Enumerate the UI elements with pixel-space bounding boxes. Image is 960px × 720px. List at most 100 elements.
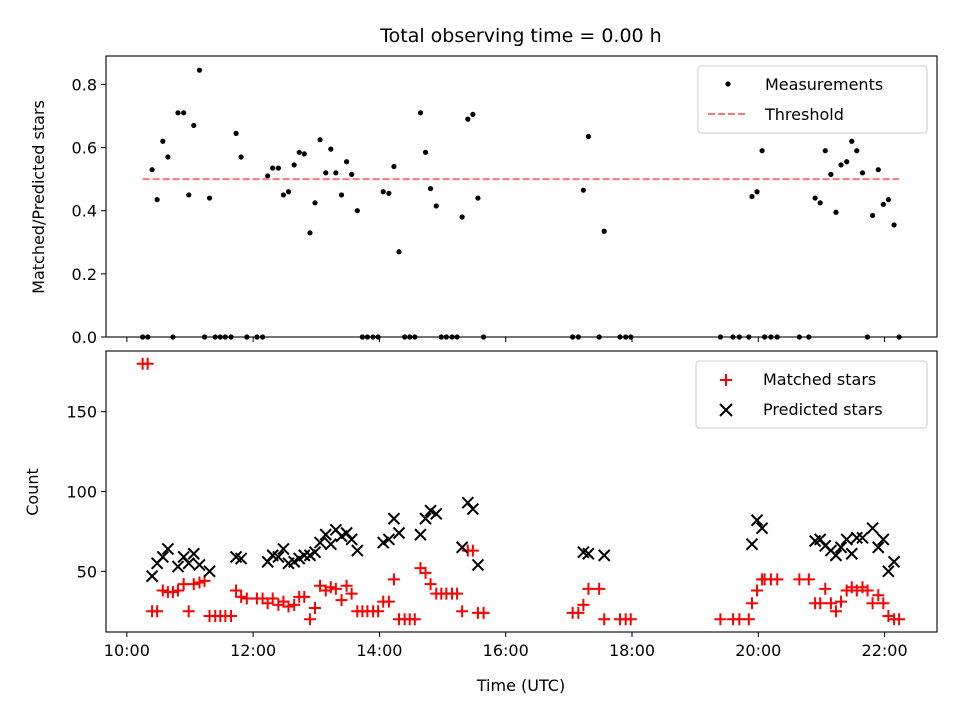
predicted-stars-point [745,537,759,551]
x-axis-label: Time (UTC) [476,676,565,695]
predicted-stars-point [582,547,595,560]
y-tick-label: 0.2 [72,265,97,284]
predicted-stars-point [234,552,248,565]
predicted-stars-point [750,514,764,527]
predicted-stars-point [882,565,895,578]
measurement-point [812,195,818,201]
predicted-stars-point [419,512,432,525]
measurement-point [885,197,891,203]
predicted-stars-point [872,541,885,554]
matched-stars-point [802,573,815,586]
matched-stars-point [329,582,342,595]
chart-title: Total observing time = 0.00 h [379,25,661,47]
predicted-stars-point [834,541,848,554]
measurement-point [459,214,465,220]
measurement-point [470,111,476,118]
measurement-point [206,195,213,201]
measurement-point [338,192,345,198]
measurement-point [386,190,392,196]
measurement-point [580,187,586,193]
matched-stars-point [824,597,837,610]
matched-stars-point [372,605,385,618]
measurement-point [186,192,192,198]
ratio-x-ticks [126,337,886,342]
matched-stars-point [714,613,727,626]
x-tick-label: 16:00 [483,641,529,660]
measurement-point [875,167,881,173]
count-panel: 50 100 150 10:00 12:00 14:00 16:00 18:00 20:00 2… [23,350,938,695]
matched-stars-point [572,606,585,619]
measurement-point [270,165,276,171]
matched-stars-point [177,578,190,591]
predicted-stars-point [308,545,322,559]
measurement-point [154,197,160,203]
matched-stars-point [266,592,279,605]
measurement-point [838,162,844,168]
measurement-point [380,189,386,195]
measurement-point [285,189,292,195]
matched-legend-marker [720,374,732,386]
matched-stars-point [345,587,358,600]
matched-stars-point [419,566,432,579]
matched-stars-point [225,610,238,623]
y-tick-label: 150 [66,403,97,422]
measurement-point [396,249,402,255]
matched-stars-point [303,613,316,626]
measurement-point [275,165,281,171]
measurement-point [427,186,434,192]
measurement-point [328,146,334,152]
predicted-stars-point [319,528,332,541]
measurement-point [301,151,307,157]
predicted-stars-point [755,522,769,535]
y-tick-label: 100 [66,483,97,502]
matched-stars-point [387,573,400,586]
matched-stars-point [235,590,248,603]
measurements-legend-label: Measurements [765,75,883,94]
measurement-point [349,171,355,177]
predicted-stars-point [193,558,206,572]
matched-stars-point [156,584,169,597]
measurement-point [759,148,765,154]
predicted-stars-point [298,549,311,562]
matched-stars-point [187,578,200,591]
matched-stars-point [814,597,827,610]
predicted-stars-point [145,569,159,583]
measurement-point [817,200,823,206]
predicted-stars-point [887,555,901,568]
predicted-stars-point [387,512,401,525]
count-legend: Matched stars Predicted stars [695,360,928,429]
predicted-stars-point [430,507,443,521]
matched-stars-point [861,584,874,597]
x-tick-label: 12:00 [230,641,276,660]
measurement-point [422,149,429,155]
measurement-point [844,159,850,165]
predicted-stars-point [455,541,469,554]
predicted-stars-point [272,550,285,564]
matched-stars-point [742,613,755,626]
predicted-stars-point [377,536,390,549]
x-tick-label: 10:00 [104,641,150,660]
matched-stars-point [298,590,311,603]
y-tick-label: 0.0 [72,328,97,347]
measurement-point [601,228,607,234]
predicted-stars-point [161,542,175,556]
matched-stars-point [835,595,848,608]
measurement-point [343,159,350,165]
predicted-stars-point [324,537,338,551]
matched-stars-point [466,544,479,557]
count-y-axis-label: Count [23,468,42,516]
measurement-point [754,189,760,195]
matched-stars-point [141,357,154,370]
ratio-axes-frame [105,55,938,338]
threshold-legend-label: Threshold [764,105,844,124]
predicted-stars-point [171,560,185,573]
predicted-stars-point [466,502,480,516]
matched-stars-point [324,581,337,594]
matched-stars-point [451,587,464,600]
predicted-legend-marker [719,403,733,417]
predicted-stars-point [203,565,216,578]
matched-stars-point [282,600,295,613]
measurement-point [822,148,828,154]
measurement-point [833,209,839,215]
ratio-panel: 0.00.20.40.60.8 Matched/Predicted stars … [29,55,938,347]
